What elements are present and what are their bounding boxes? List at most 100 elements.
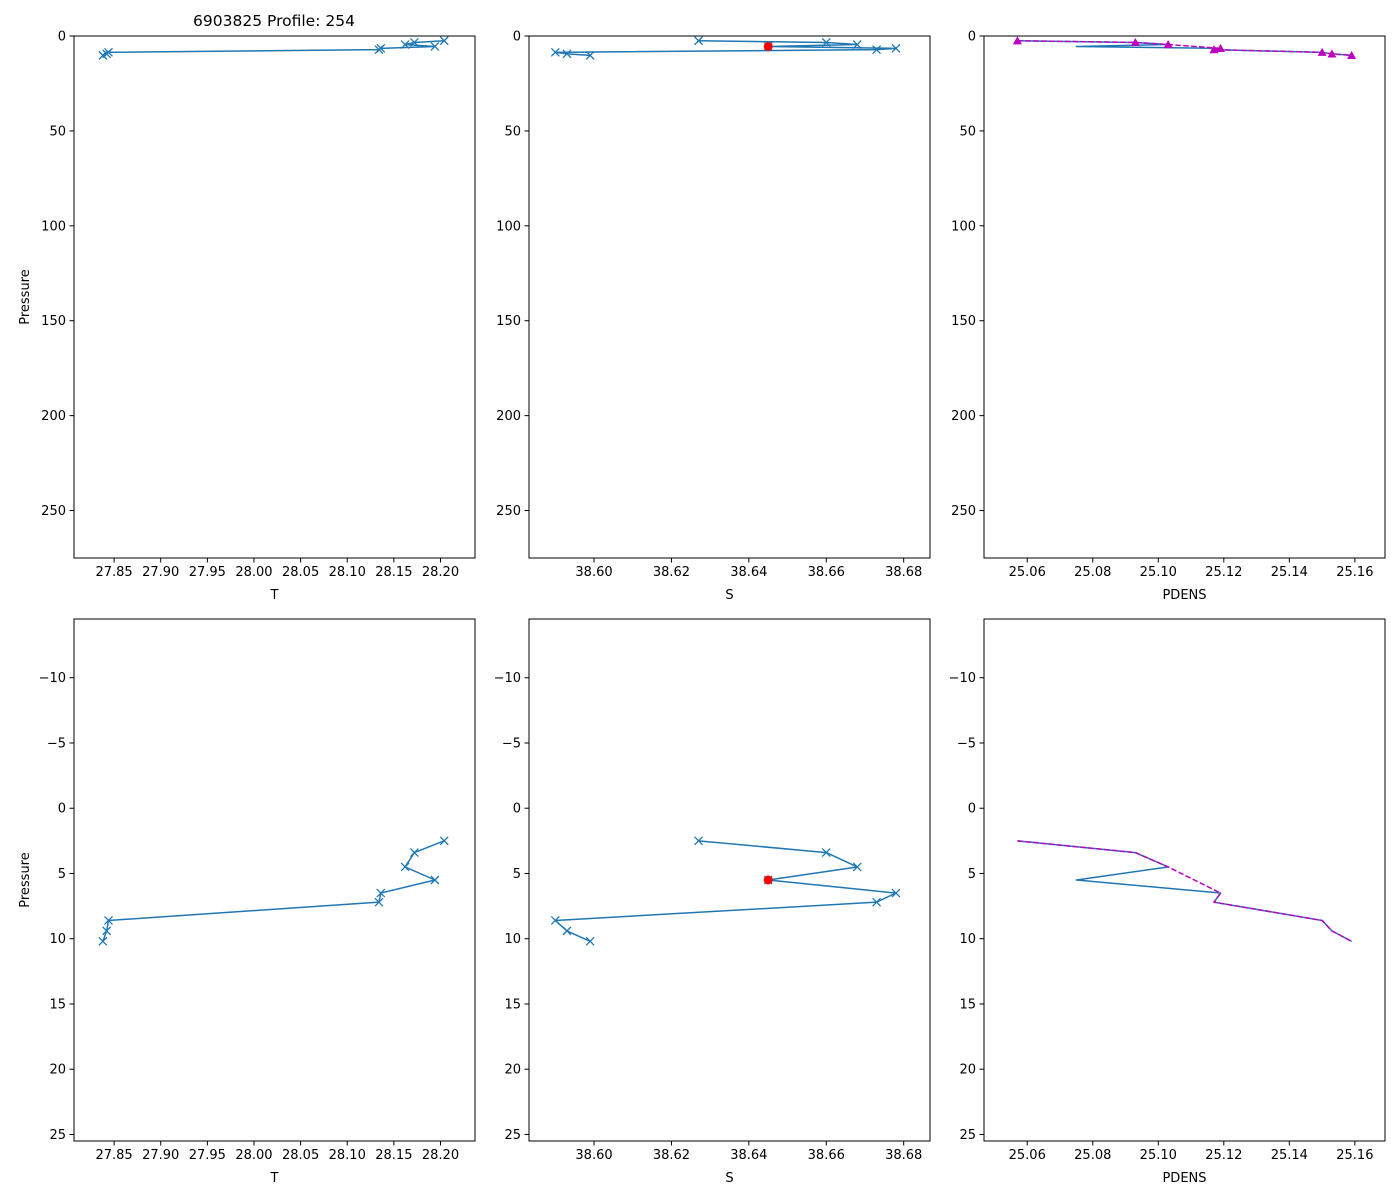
y-tick-label: 150	[41, 314, 66, 329]
series-line	[554, 40, 897, 57]
x-tick-label: 25.10	[1140, 1148, 1177, 1163]
data-point-x-marker	[821, 848, 831, 858]
y-tick-label: 200	[496, 409, 521, 424]
x-tick-label: 38.60	[575, 1148, 612, 1163]
y-tick-label: 15	[49, 997, 66, 1012]
series-line	[102, 840, 445, 942]
x-tick-label: 27.85	[95, 565, 132, 580]
x-tick-label: 38.64	[730, 1148, 767, 1163]
y-axis-label: Pressure	[18, 269, 33, 325]
y-tick-label: 0	[968, 802, 976, 817]
x-tick-label: 28.05	[282, 565, 319, 580]
x-tick-label: 25.08	[1074, 1148, 1111, 1163]
data-point-triangle-marker	[1130, 37, 1140, 47]
x-tick-label: 28.00	[235, 1148, 272, 1163]
plot-area	[1017, 840, 1352, 943]
data-point-x-marker	[694, 836, 703, 846]
y-tick-label: −10	[949, 671, 976, 686]
x-tick-label: 25.16	[1336, 565, 1373, 580]
data-point-triangle-marker	[1163, 40, 1173, 49]
series-line	[1017, 840, 1352, 943]
y-tick-label: 250	[951, 504, 976, 519]
y-tick-label: −10	[39, 671, 66, 686]
data-point-x-marker	[409, 37, 419, 47]
x-axis-label: PDENS	[1162, 1171, 1206, 1186]
data-point-triangle-marker	[1209, 45, 1219, 54]
x-tick-label: 27.95	[189, 1148, 226, 1163]
data-point-x-marker	[374, 45, 384, 55]
panel-top-left: 27.85 27.90 27.95 28.00 28.05 28.10 28.15 28.20…	[18, 30, 476, 603]
y-tick-label: 200	[41, 409, 66, 424]
y-tick-label: 25	[959, 1128, 976, 1143]
x-tick-label: 27.90	[142, 1148, 179, 1163]
y-tick-label: 50	[49, 124, 66, 139]
data-point-x-marker	[98, 50, 108, 60]
y-tick-label: 100	[951, 219, 976, 234]
x-tick-label: 38.66	[808, 1148, 845, 1163]
data-point-x-marker	[852, 40, 862, 50]
y-tick-label: 10	[504, 932, 521, 947]
y-tick-label: 250	[496, 504, 521, 519]
x-tick-label: 38.68	[885, 1148, 922, 1163]
x-tick-label: 28.05	[282, 1148, 319, 1163]
y-tick-label: 20	[49, 1063, 66, 1078]
y-tick-label: 250	[41, 504, 66, 519]
x-tick-label: 27.85	[95, 1148, 132, 1163]
x-axis-label: S	[725, 1171, 733, 1186]
series-line	[1017, 840, 1352, 943]
x-axis-label: T	[270, 1171, 279, 1186]
y-axis-label: Pressure	[18, 852, 33, 908]
panel-bottom-left: 27.85 27.90 27.95 28.00 28.05 28.10 28.15 28.20…	[18, 618, 476, 1186]
y-tick-label: −10	[494, 671, 521, 686]
x-tick-label: 38.60	[575, 565, 612, 580]
y-tick-label: 150	[496, 314, 521, 329]
axes-frame	[983, 618, 1386, 1142]
data-point-triangle-marker	[1012, 36, 1022, 45]
y-tick-label: 50	[504, 124, 521, 139]
x-tick-label: 25.16	[1336, 1148, 1373, 1163]
x-tick-label: 28.00	[235, 565, 272, 580]
x-tick-label: 25.10	[1140, 565, 1177, 580]
y-tick-label: 0	[58, 802, 66, 817]
y-tick-label: 20	[504, 1063, 521, 1078]
data-point-x-marker	[102, 926, 112, 936]
x-axis-label: PDENS	[1162, 588, 1206, 603]
data-point-x-marker	[430, 41, 440, 51]
data-point-x-marker	[550, 915, 560, 925]
x-axis-label: S	[725, 588, 733, 603]
y-tick-label: 200	[951, 409, 976, 424]
data-point-x-marker	[585, 50, 595, 60]
plot-area	[98, 836, 449, 946]
data-point-x-marker	[98, 936, 108, 946]
data-point-x-marker	[430, 875, 440, 885]
data-point-x-marker	[409, 848, 419, 858]
y-tick-label: 10	[959, 932, 976, 947]
data-point-x-marker	[400, 40, 410, 50]
y-tick-label: 0	[513, 30, 521, 45]
data-point-x-marker	[376, 888, 386, 898]
series-line	[1017, 40, 1352, 57]
y-tick-label: −5	[47, 736, 66, 751]
data-point-x-marker	[694, 36, 703, 46]
data-point-x-marker	[439, 36, 449, 46]
y-tick-label: 0	[513, 802, 521, 817]
x-tick-label: 25.06	[1009, 1148, 1046, 1163]
data-point-triangle-marker	[1216, 43, 1226, 52]
x-tick-label: 38.64	[730, 565, 767, 580]
x-tick-label: 38.62	[653, 565, 690, 580]
y-tick-label: 15	[504, 997, 521, 1012]
x-tick-label: 27.90	[142, 565, 179, 580]
x-tick-label: 28.10	[329, 565, 366, 580]
panel-top-center: 38.60 38.62 38.64 38.66 38.68 0 50 100 150 200 250…	[496, 30, 931, 603]
x-axis-label: T	[270, 588, 279, 603]
y-tick-label: 0	[968, 30, 976, 45]
data-point-x-marker	[374, 897, 384, 907]
data-point-triangle-marker	[1347, 50, 1357, 59]
plot-area	[550, 36, 901, 60]
data-point-x-marker	[821, 37, 831, 47]
y-tick-label: 100	[496, 219, 521, 234]
x-tick-label: 38.66	[808, 565, 845, 580]
figure-title: 6903825 Profile: 254	[193, 12, 355, 30]
x-tick-label: 27.95	[189, 565, 226, 580]
